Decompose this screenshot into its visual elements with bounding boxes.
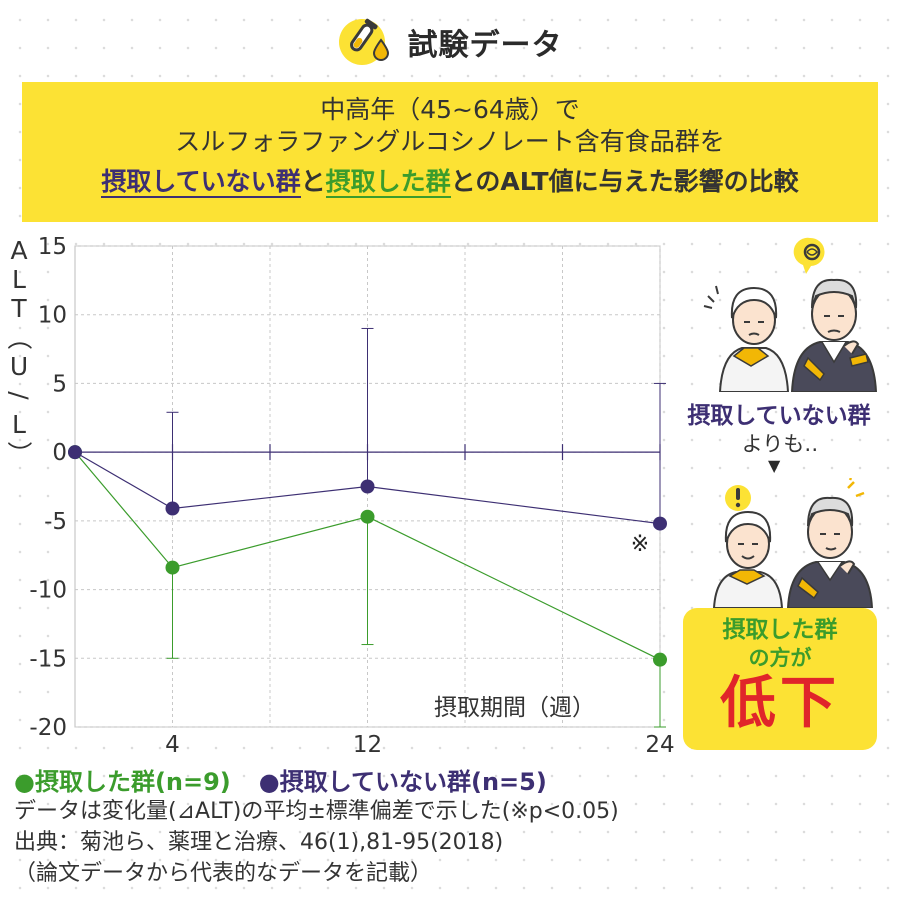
data-point-intake: [360, 509, 375, 524]
legend-intake-group: ●摂取した群(n=9): [14, 768, 231, 796]
y-tick-label: 10: [38, 303, 67, 329]
banner-not-group: 摂取していない群: [101, 167, 301, 198]
notes: データは変化量(⊿ALT)の平均±標準偏差で示した(※p<0.05) 出典：菊池…: [14, 796, 619, 889]
note-1: データは変化量(⊿ALT)の平均±標準偏差で示した(※p<0.05): [14, 799, 619, 824]
x-tick-label: 24: [645, 732, 674, 758]
title-row: 試験データ: [0, 14, 900, 70]
y-label-u: U: [9, 352, 29, 381]
summary-banner: 中高年（45~64歳）で スルフォラファングルコシノレート含有食品群を 摂取して…: [22, 82, 878, 222]
side-label-yori: よりも‥: [741, 432, 819, 456]
page-title: 試験データ: [407, 28, 563, 63]
banner-intake-group: 摂取した群: [325, 167, 451, 198]
y-label-l: L: [12, 265, 26, 294]
data-point-intake: [165, 560, 180, 575]
side-label-not-group: 摂取していない群: [687, 403, 871, 429]
banner-and: と: [300, 167, 326, 196]
note-3: （論文データから代表的なデータを記載）: [14, 861, 433, 886]
legend: ●摂取した群(n=9) ●摂取していない群(n=5): [14, 762, 547, 797]
alt-line-chart: 15 10 5 0 -5 -10 -15 -20 4 12 24 ※: [29, 234, 674, 758]
y-tick-label: 0: [52, 440, 67, 466]
x-tick-label: 4: [165, 732, 180, 758]
y-label-t: T: [11, 294, 27, 323]
y-tick-label: -5: [44, 509, 67, 535]
banner-rest: とのALT値に与えた影響の比較: [450, 167, 799, 196]
happy-couple-illustration: [712, 478, 874, 608]
significance-mark: ※: [631, 532, 649, 557]
test-tube-icon: [338, 18, 389, 65]
data-point-not: [68, 445, 82, 460]
banner-line-2: スルフォラファングルコシノレート含有食品群を: [175, 127, 725, 156]
y-tick-label: 5: [52, 371, 67, 397]
data-point-not: [165, 501, 180, 516]
legend-not-group: ●摂取していない群(n=5): [258, 768, 547, 796]
result-decrease: 低下: [720, 671, 840, 736]
series-line-not: [74, 451, 661, 525]
y-label-a: A: [10, 236, 28, 265]
x-tick-label: 12: [353, 732, 382, 758]
worried-couple-illustration: [703, 237, 878, 392]
y-label-l2: L: [12, 410, 26, 439]
y-tick-label: 15: [38, 234, 67, 260]
banner-line-3: 摂取していない群と摂取した群とのALT値に与えた影響の比較: [22, 162, 878, 202]
series-line-intake: [74, 451, 661, 661]
data-point-intake: [653, 652, 667, 667]
data-point-not: [360, 479, 375, 494]
result-box: 摂取した群 の方が 低下: [683, 608, 877, 750]
y-tick-label: -10: [29, 578, 67, 604]
data-point-not: [653, 516, 667, 531]
result-comparison: の方が: [748, 646, 812, 670]
note-2: 出典：菊池ら、薬理と治療、46(1),81-95(2018): [14, 830, 504, 855]
y-tick-label: -20: [29, 715, 67, 741]
result-intake-group: 摂取した群: [722, 617, 838, 643]
y-axis-label: A L T （ U / L ）: [4, 236, 34, 468]
banner-line-1: 中高年（45~64歳）で: [320, 95, 580, 124]
x-axis-label: 摂取期間（週）: [434, 695, 595, 721]
down-arrow-icon: ▼: [768, 456, 781, 475]
y-tick-label: -15: [29, 646, 67, 672]
